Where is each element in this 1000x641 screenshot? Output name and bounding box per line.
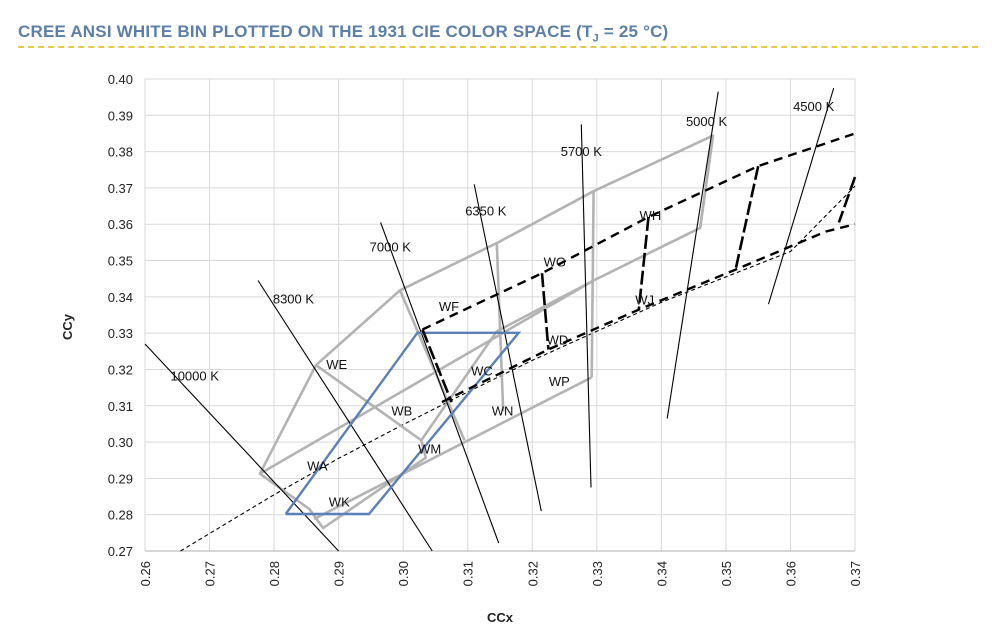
x-tick-label: 0.26 <box>138 561 153 586</box>
y-tick-label: 0.34 <box>108 290 133 305</box>
y-tick-label: 0.30 <box>108 435 133 450</box>
ansi-bin-divider <box>398 289 466 441</box>
y-tick-label: 0.35 <box>108 254 133 269</box>
cree-blue-bin <box>284 331 522 516</box>
cct-line <box>767 87 835 305</box>
grid-layer <box>144 78 856 552</box>
ansi-bin-divider <box>259 279 594 475</box>
x-axis-label: CCx <box>487 610 514 625</box>
x-tick-label: 0.34 <box>654 561 669 586</box>
y-tick-label: 0.32 <box>108 362 133 377</box>
bin-label: WH <box>640 208 662 223</box>
cct-line <box>380 222 500 544</box>
dashed-bin-lower-edge <box>441 223 856 404</box>
cct-label: 5700 K <box>561 144 603 159</box>
chart-title-subscript: J <box>592 32 599 45</box>
x-tick-label: 0.28 <box>267 561 282 586</box>
y-tick-label: 0.36 <box>108 217 133 232</box>
y-tick-label: 0.37 <box>108 181 133 196</box>
y-tick-label: 0.39 <box>108 108 133 123</box>
x-tick-label: 0.32 <box>525 561 540 586</box>
tick-labels: 0.26 0.27 0.28 0.29 0.30 0.31 0.32 0.33 0.34 0.35… <box>108 72 863 586</box>
cct-line <box>257 280 433 552</box>
ansi-bin-divider <box>495 243 505 412</box>
x-tick-label: 0.31 <box>461 561 476 586</box>
dashed-bin-divider <box>734 165 760 270</box>
dashed-bin-upper-edge <box>421 132 856 331</box>
x-tick-label: 0.35 <box>719 561 734 586</box>
bin-label: WD <box>547 332 569 347</box>
cct-label: 10000 K <box>170 369 219 384</box>
y-tick-label: 0.29 <box>108 471 133 486</box>
x-tick-label: 0.29 <box>332 561 347 586</box>
cct-label: 4500 K <box>793 99 835 114</box>
y-tick-label: 0.40 <box>108 72 133 87</box>
bin-label: WC <box>471 364 493 379</box>
planckian-locus <box>180 185 856 552</box>
ansi-bin-divider <box>590 191 595 378</box>
bin-label: WM <box>418 442 441 457</box>
bin-label: WG <box>544 254 566 269</box>
ansi-bin-divider <box>313 376 593 521</box>
ansi-bin-outline <box>258 134 715 530</box>
chart-title-main: CREE ANSI WHITE BIN PLOTTED ON THE 1931 … <box>18 22 593 41</box>
cct-label: 5000 K <box>686 114 728 129</box>
bin-label: WJ <box>635 292 654 307</box>
cct-label: 7000 K <box>370 240 412 255</box>
bin-label: WN <box>492 403 514 418</box>
chart-title-suffix: = 25 °C) <box>598 22 669 41</box>
y-tick-label: 0.28 <box>108 508 133 523</box>
title-divider <box>18 46 978 48</box>
cct-label: 6350 K <box>465 203 507 218</box>
ansi-bin-divider <box>315 364 423 442</box>
plot-layer: WE WF WG WH WD WJ WC WP WB WN WA WM WK 10000 K 8300 K 7… <box>144 87 857 552</box>
cct-line <box>666 91 719 419</box>
cct-line <box>580 124 592 488</box>
x-tick-label: 0.33 <box>590 561 605 586</box>
cct-line <box>144 343 340 552</box>
ansi-bin-divider <box>698 135 715 229</box>
y-tick-label: 0.33 <box>108 326 133 341</box>
y-tick-label: 0.31 <box>108 399 133 414</box>
dashed-bin-divider <box>421 329 453 403</box>
bin-label: WB <box>391 403 412 418</box>
y-axis-label: CCy <box>60 313 75 340</box>
x-tick-label: 0.30 <box>396 561 411 586</box>
bin-label: WA <box>307 459 328 474</box>
y-tick-label: 0.38 <box>108 145 133 160</box>
bin-label: WF <box>439 299 459 314</box>
bin-label: WK <box>329 494 350 509</box>
dashed-bin-divider <box>540 273 550 350</box>
bin-label: WE <box>326 357 347 372</box>
cct-label: 8300 K <box>273 292 315 307</box>
x-tick-label: 0.37 <box>848 561 863 586</box>
x-tick-label: 0.36 <box>783 561 798 586</box>
chart-title: CREE ANSI WHITE BIN PLOTTED ON THE 1931 … <box>18 22 668 44</box>
y-tick-label: 0.27 <box>108 544 133 559</box>
dashed-bin-divider <box>837 176 857 223</box>
dashed-bin-divider <box>637 216 650 310</box>
bin-label: WP <box>549 374 570 389</box>
x-tick-label: 0.27 <box>203 561 218 586</box>
